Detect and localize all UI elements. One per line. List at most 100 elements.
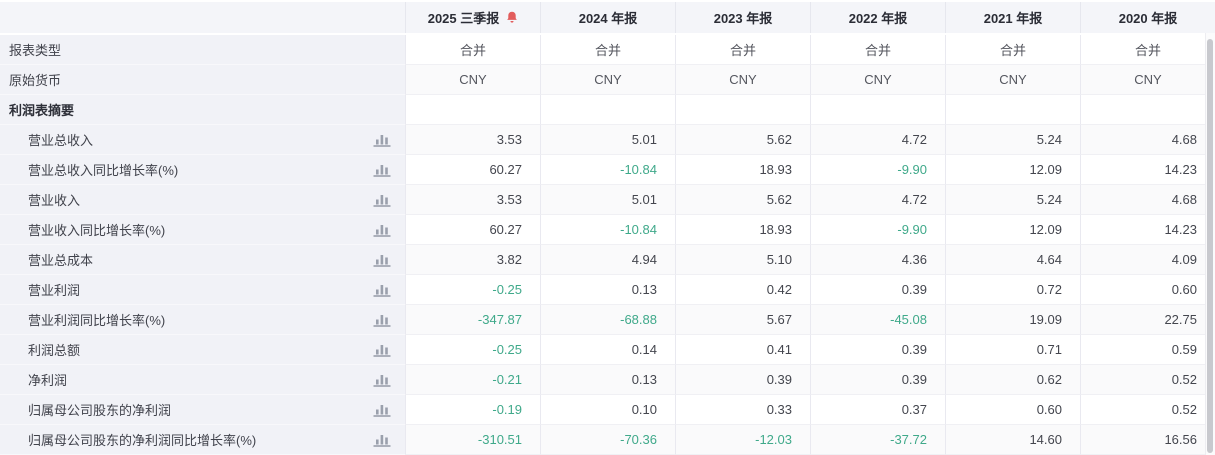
cell-value: -45.08	[810, 305, 945, 335]
cell-text: 0.13	[631, 282, 657, 297]
section-row: 利润表摘要	[0, 95, 1215, 125]
cell-text: 5.24	[1036, 192, 1062, 207]
column-header-label: 2023 年报	[713, 11, 773, 26]
row-label: 营业总收入同比增长率(%)	[28, 163, 179, 178]
row-label-cell: 报表类型	[0, 35, 405, 65]
cell-value: 合并	[405, 35, 540, 65]
cell-text: -45.08	[890, 312, 927, 327]
row-label: 归属母公司股东的净利润同比增长率(%)	[28, 433, 257, 448]
corner-cell	[0, 2, 405, 33]
empty-cell	[405, 95, 540, 125]
table-header-row: 2025 三季报 2024 年报 2023 年报 2022 年报 2021 年报 2020…	[0, 2, 1215, 35]
table-row: 营业利润 -0.25 0.13 0.42 0.39 0.72 0.60	[0, 275, 1215, 305]
scrollbar-thumb[interactable]	[1207, 39, 1213, 453]
bar-chart-icon[interactable]	[373, 163, 391, 177]
cell-text: 0.14	[631, 342, 657, 357]
row-label: 营业利润	[28, 283, 81, 298]
cell-value: 0.39	[675, 365, 810, 395]
bar-chart-icon[interactable]	[373, 373, 391, 387]
cell-value: 14.60	[945, 425, 1080, 455]
row-label: 营业利润同比增长率(%)	[28, 313, 166, 328]
cell-text: 14.23	[1164, 222, 1197, 237]
cell-text: 0.52	[1171, 402, 1197, 417]
cell-value: 4.36	[810, 245, 945, 275]
empty-cell	[810, 95, 945, 125]
cell-value: 0.60	[1080, 275, 1215, 305]
cell-text: 5.62	[766, 132, 792, 147]
bar-chart-icon[interactable]	[373, 133, 391, 147]
cell-value: -9.90	[810, 215, 945, 245]
cell-text: -68.88	[620, 312, 657, 327]
cell-value: 5.01	[540, 185, 675, 215]
bar-chart-icon[interactable]	[373, 223, 391, 237]
column-header: 2021 年报	[945, 2, 1080, 33]
cell-text: CNY	[999, 72, 1027, 87]
cell-text: 19.09	[1029, 312, 1062, 327]
cell-value: 4.68	[1080, 185, 1215, 215]
row-label: 归属母公司股东的净利润	[28, 403, 172, 418]
cell-text: -0.25	[492, 282, 522, 297]
cell-text: 合并	[729, 43, 756, 58]
cell-text: 0.39	[901, 372, 927, 387]
bar-chart-icon[interactable]	[373, 403, 391, 417]
cell-text: 合并	[594, 43, 621, 58]
cell-text: 12.09	[1029, 222, 1062, 237]
bar-chart-icon[interactable]	[373, 433, 391, 447]
cell-value: -9.90	[810, 155, 945, 185]
cell-value: 0.33	[675, 395, 810, 425]
cell-value: -37.72	[810, 425, 945, 455]
empty-cell	[1080, 95, 1215, 125]
bar-chart-icon[interactable]	[373, 253, 391, 267]
cell-value: -12.03	[675, 425, 810, 455]
cell-value: CNY	[540, 65, 675, 95]
cell-text: 合并	[459, 43, 486, 58]
cell-text: 5.10	[766, 252, 792, 267]
cell-text: 16.56	[1164, 432, 1197, 447]
cell-value: 0.39	[810, 275, 945, 305]
cell-value: 0.37	[810, 395, 945, 425]
empty-cell	[675, 95, 810, 125]
bar-chart-icon[interactable]	[373, 193, 391, 207]
cell-text: -0.19	[492, 402, 522, 417]
bar-chart-icon[interactable]	[373, 313, 391, 327]
row-label-cell: 营业收入	[0, 185, 405, 215]
bar-chart-icon[interactable]	[373, 343, 391, 357]
cell-text: 60.27	[489, 162, 522, 177]
row-label: 利润总额	[28, 343, 81, 358]
cell-text: 合并	[864, 43, 891, 58]
cell-text: 0.41	[766, 342, 792, 357]
cell-value: 3.82	[405, 245, 540, 275]
cell-text: 5.01	[631, 192, 657, 207]
cell-value: 5.01	[540, 125, 675, 155]
cell-value: 0.52	[1080, 395, 1215, 425]
cell-value: CNY	[405, 65, 540, 95]
cell-value: 0.42	[675, 275, 810, 305]
vertical-scrollbar[interactable]	[1205, 33, 1215, 455]
cell-value: 0.39	[810, 365, 945, 395]
cell-value: 0.72	[945, 275, 1080, 305]
row-label-cell: 营业总收入	[0, 125, 405, 155]
cell-value: -70.36	[540, 425, 675, 455]
bar-chart-icon[interactable]	[373, 283, 391, 297]
cell-value: -0.19	[405, 395, 540, 425]
cell-value: -310.51	[405, 425, 540, 455]
row-label-cell: 归属母公司股东的净利润	[0, 395, 405, 425]
cell-value: 合并	[675, 35, 810, 65]
cell-text: 14.60	[1029, 432, 1062, 447]
column-header: 2023 年报	[675, 2, 810, 33]
cell-text: 18.93	[759, 162, 792, 177]
cell-value: 3.53	[405, 125, 540, 155]
empty-cell	[540, 95, 675, 125]
cell-text: 0.59	[1171, 342, 1197, 357]
cell-text: 18.93	[759, 222, 792, 237]
cell-text: 0.60	[1036, 402, 1062, 417]
cell-text: 0.10	[631, 402, 657, 417]
cell-value: 14.23	[1080, 215, 1215, 245]
bell-icon[interactable]	[506, 11, 518, 24]
cell-text: 4.09	[1171, 252, 1197, 267]
cell-value: -0.25	[405, 275, 540, 305]
cell-value: 0.14	[540, 335, 675, 365]
table-row: 报表类型 合并 合并 合并 合并 合并 合并	[0, 35, 1215, 65]
cell-text: 0.39	[766, 372, 792, 387]
